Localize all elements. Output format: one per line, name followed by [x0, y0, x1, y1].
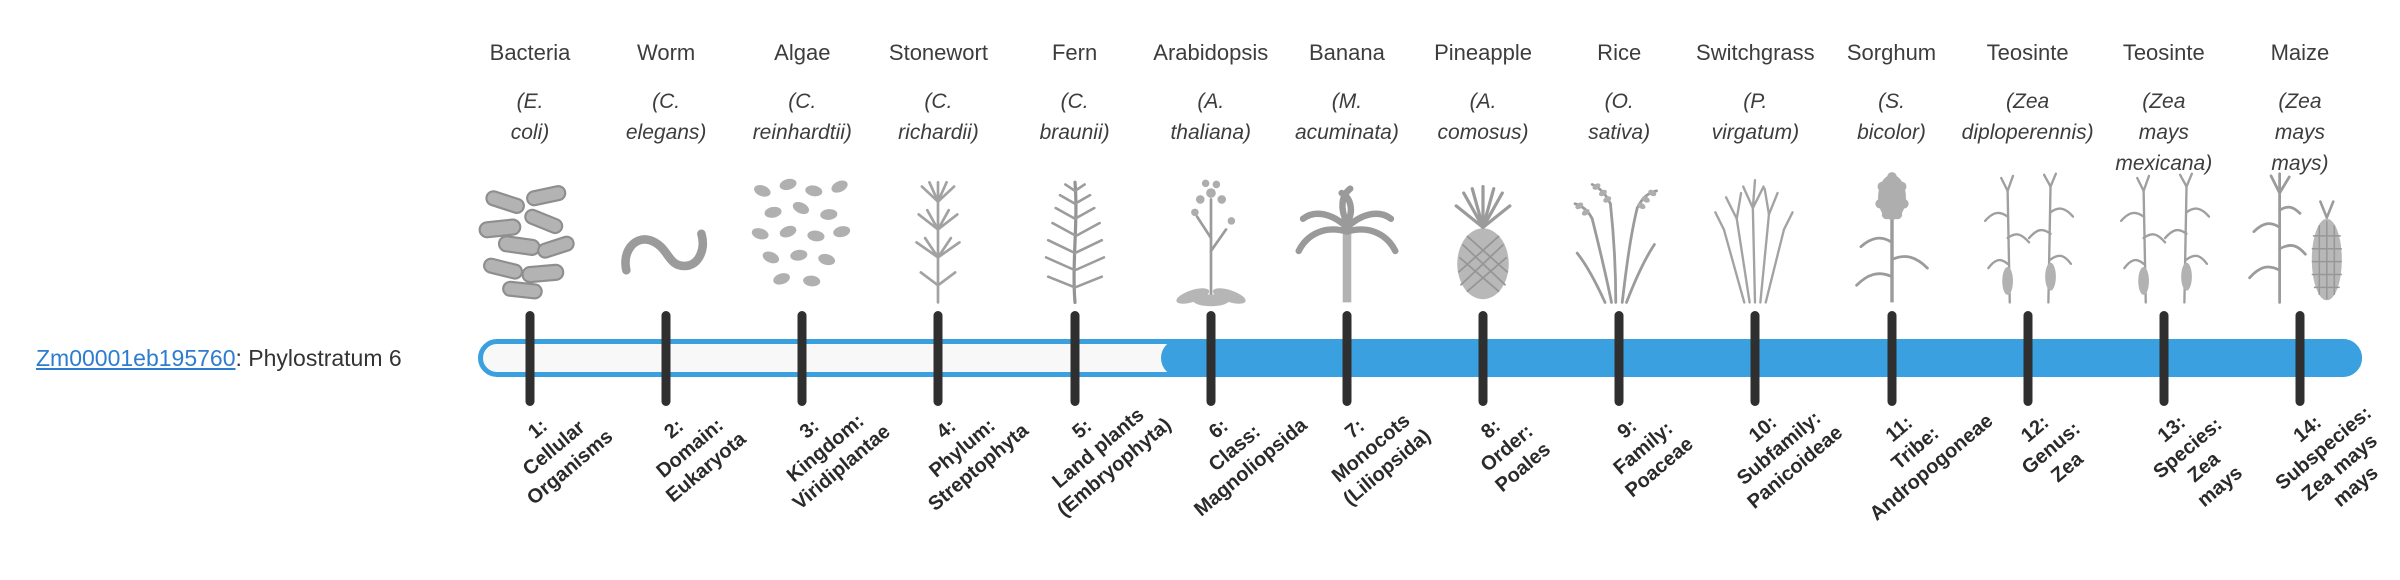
- organism-name: Fern: [1051, 40, 1098, 65]
- organism-name: Maize: [2270, 40, 2330, 65]
- phylostratum-tick: [661, 311, 671, 406]
- bacteria-icon: [471, 166, 589, 308]
- organism-scientific-name: (O. sativa): [1588, 90, 1651, 144]
- organism-scientific-name: (M. acuminata): [1294, 90, 1399, 144]
- sorghum-icon: [1833, 166, 1951, 308]
- stonewort-icon: [879, 166, 997, 308]
- phylostratum-label: 10: Subfamily: Panicoideae: [1732, 407, 1847, 514]
- phylostratum-tick: [1478, 311, 1488, 406]
- organism-scientific-name: (S. bicolor): [1857, 90, 1926, 144]
- organism-name: Stonewort: [888, 40, 988, 65]
- phylostratum-tick: [2295, 311, 2305, 406]
- phylostratum-tick: [797, 311, 807, 406]
- organism-name: Worm: [637, 40, 696, 65]
- phylostratum-tick: [2023, 311, 2033, 406]
- phylostratum-tick: [2159, 311, 2169, 406]
- organism-scientific-name: (C. reinhardtii): [752, 90, 852, 144]
- organism-scientific-name: (C. elegans): [625, 90, 707, 144]
- phylostratum-bar-fill: [1161, 339, 2362, 377]
- organism-scientific-name: (Zea mays mays): [2271, 90, 2329, 175]
- maize-icon: [2241, 166, 2359, 308]
- phylostratum-label: 6: Class: Magnoliopsida: [1189, 414, 1312, 521]
- organism-scientific-name: (P. virgatum): [1711, 90, 1800, 144]
- organism-name: Bacteria: [489, 40, 571, 65]
- phylostratum-tick: [1070, 311, 1080, 406]
- organism-scientific-name: (Zea diploperennis): [1961, 90, 2094, 144]
- fern-icon: [1016, 166, 1134, 308]
- phylostratum-label: 12: Genus: Zea: [2017, 411, 2088, 487]
- organism-scientific-name: (A. thaliana): [1170, 90, 1252, 144]
- organism-name: Algae: [774, 40, 831, 65]
- organism-name: Rice: [1597, 40, 1642, 65]
- phylostratum-label: 1: Cellular Organisms: [518, 415, 617, 510]
- rice-icon: [1560, 166, 1678, 308]
- phylostratum-label: 3: Kingdom: Viridiplantae: [783, 409, 896, 515]
- worm-icon: [607, 166, 725, 308]
- organism-scientific-name: (C. richardii): [898, 90, 979, 144]
- phylostratum-tick: [525, 311, 535, 406]
- organism-scientific-name: (C. braunii): [1039, 90, 1110, 144]
- phylostratum-tick: [1342, 311, 1352, 406]
- organism-name: Switchgrass: [1696, 40, 1815, 65]
- phylostratum-tick: [933, 311, 943, 406]
- organism-name: Sorghum: [1846, 40, 1937, 65]
- organism-name: Teosinte: [1986, 40, 2069, 65]
- phylostratum-label: 4: Phylum: Streptophyta: [923, 414, 1033, 516]
- organism-name: Arabidopsis: [1153, 40, 1269, 65]
- organism-name: Teosinte: [2122, 40, 2205, 65]
- pineapple-icon: [1424, 166, 1542, 308]
- phylostratum-label: 9: Family: Poaceae: [1609, 415, 1698, 503]
- organism-name: Pineapple: [1434, 40, 1532, 65]
- phylostratum-label: 2: Domain: Eukaryota: [652, 414, 751, 508]
- phylostratum-tick: [1750, 311, 1760, 406]
- switchgrass-icon: [1696, 166, 1814, 308]
- phylostratum-tick: [1206, 311, 1216, 406]
- gene-label: Zm00001eb195760: Phylostratum 6: [36, 344, 402, 372]
- banana-icon: [1288, 166, 1406, 308]
- phylostratum-label: 8: Order: Poales: [1476, 415, 1555, 497]
- teosinte-icon: [2105, 166, 2223, 308]
- phylostratum-label: 11: Tribe: Andropogoneae: [1865, 409, 1998, 526]
- organism-scientific-name: (A. comosus): [1437, 90, 1529, 144]
- arabidopsis-icon: [1152, 166, 1270, 308]
- phylostratum-label: 5: Land plants (Embryophyta): [1048, 403, 1176, 522]
- phylostratum-label: 14: Subspecies: Zea mays mays: [2271, 402, 2383, 512]
- organism-name: Banana: [1308, 40, 1385, 65]
- phylostratum-label: 13: Species: Zea mays: [2149, 411, 2247, 512]
- phylostratum-label: 7: Monocots (Liliopsida): [1327, 409, 1435, 511]
- phylostratum-tick: [1887, 311, 1896, 406]
- gene-id-link[interactable]: Zm00001eb195760: [36, 345, 236, 371]
- gene-phylostratum-text: : Phylostratum 6: [235, 345, 402, 371]
- teosinte-icon: [1969, 166, 2087, 308]
- phylostratum-tick: [1614, 311, 1624, 406]
- organism-scientific-name: (Zea mays mexicana): [2115, 90, 2213, 175]
- algae-icon: [743, 166, 861, 308]
- organism-scientific-name: (E. coli): [510, 90, 550, 144]
